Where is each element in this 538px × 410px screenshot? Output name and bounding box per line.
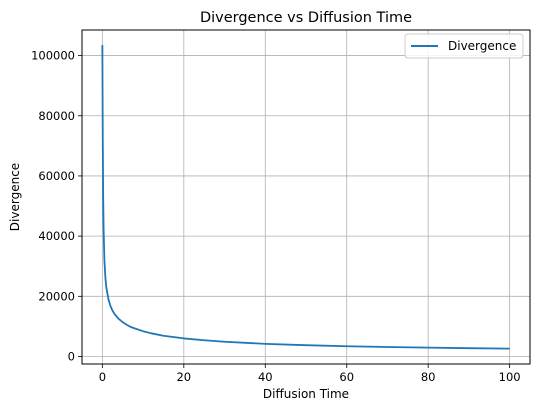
y-tick-label: 80000 — [38, 109, 75, 123]
plot-area — [101, 45, 510, 350]
chart-title: Divergence vs Diffusion Time — [200, 10, 412, 26]
legend-box — [404, 33, 524, 59]
x-tick-label: 80 — [421, 370, 436, 384]
x-axis-label: Diffusion Time — [263, 387, 349, 401]
series-line-divergence — [101, 45, 510, 350]
legend: Divergence — [404, 33, 524, 59]
x-tick-label: 0 — [99, 370, 106, 384]
x-tick-label: 100 — [499, 370, 521, 384]
plot-frame — [81, 29, 531, 365]
grid — [82, 30, 530, 364]
y-tick-label: 20000 — [38, 289, 75, 303]
x-tick-label: 40 — [258, 370, 273, 384]
y-axis-label: Divergence — [8, 163, 22, 231]
x-tick-label: 60 — [339, 370, 354, 384]
y-axis: 0 20000 40000 60000 80000 100000 — [31, 49, 82, 363]
y-tick-label: 40000 — [38, 229, 75, 243]
x-axis: 0 20 40 60 80 100 — [99, 364, 521, 384]
y-tick-label: 60000 — [38, 169, 75, 183]
y-tick-label: 0 — [68, 349, 75, 363]
legend-label: Divergence — [448, 39, 516, 53]
y-tick-label: 100000 — [31, 49, 75, 63]
x-tick-label: 20 — [176, 370, 191, 384]
